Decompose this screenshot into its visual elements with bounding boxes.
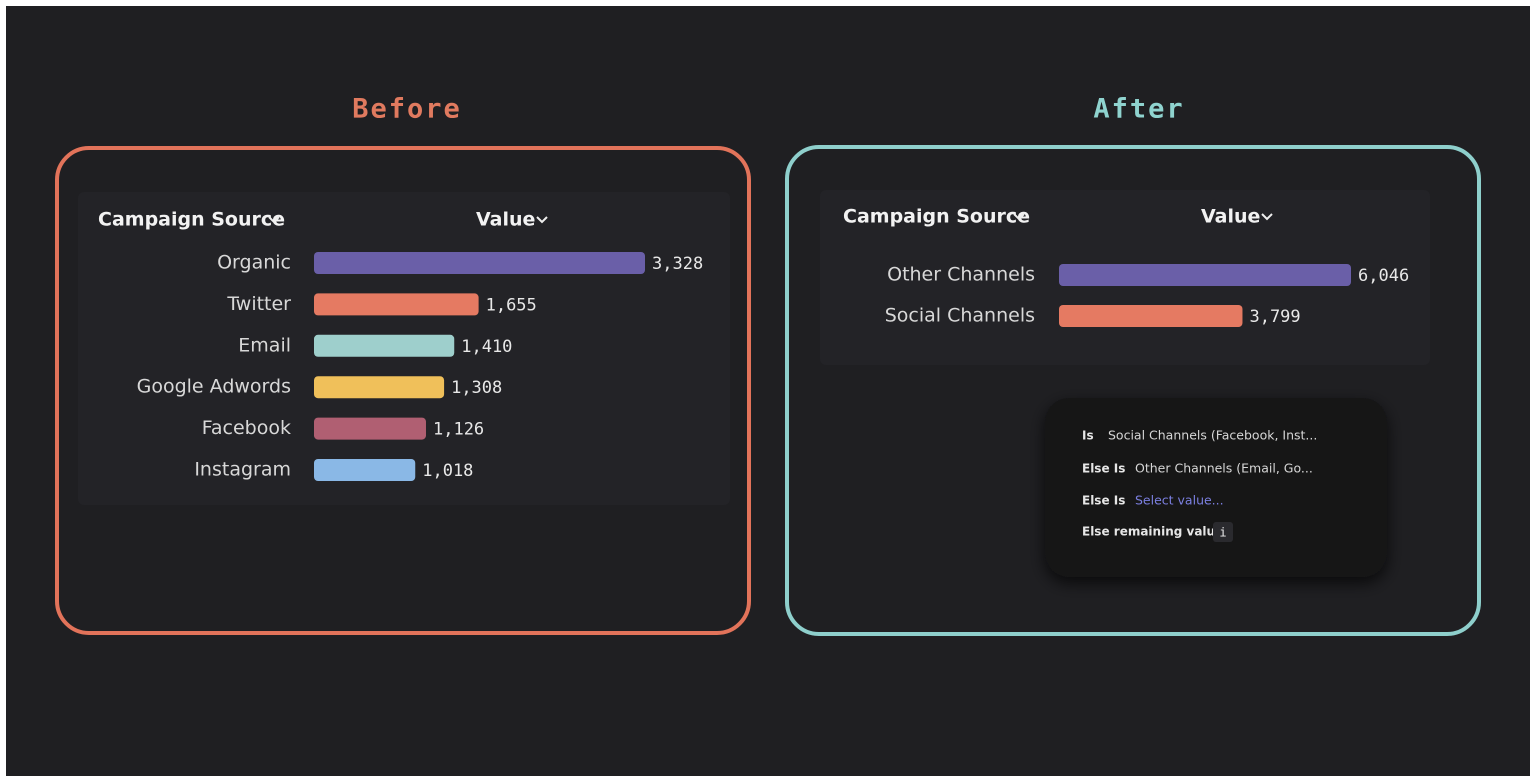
column-header[interactable]: Value [1201, 206, 1260, 228]
value-label: 3,799 [1249, 307, 1300, 327]
panel-title: After [1093, 94, 1184, 125]
bar [1059, 305, 1243, 327]
bar [314, 417, 426, 440]
value-label: 1,410 [461, 337, 512, 357]
bar [314, 334, 455, 357]
bar [314, 252, 645, 274]
value-label: 1,018 [422, 461, 473, 481]
category-label: Organic [217, 252, 291, 274]
panel-frame [55, 146, 751, 635]
menu-label: Else remaining values [1082, 525, 1230, 539]
menu-label: Else Is [1082, 462, 1125, 476]
chevron[interactable] [1261, 213, 1273, 221]
bar [314, 376, 445, 399]
chevron[interactable] [536, 216, 548, 224]
category-label: Social Channels [885, 305, 1035, 327]
info-icon[interactable]: i [1219, 526, 1226, 540]
column-header[interactable]: Campaign Source [843, 206, 1030, 228]
chevron[interactable] [1013, 213, 1025, 221]
menu-label: Is [1082, 429, 1094, 443]
value-label: 1,308 [451, 378, 502, 398]
value-label: 1,655 [486, 295, 537, 315]
category-label: Google Adwords [137, 376, 291, 398]
chevron[interactable] [268, 216, 280, 224]
category-label: Instagram [194, 459, 291, 481]
bar [314, 459, 416, 481]
value-label: 6,046 [1358, 266, 1409, 286]
menu-value[interactable]: Select value... [1135, 493, 1224, 508]
menu [1045, 398, 1387, 577]
menu-label: Else Is [1082, 494, 1125, 508]
value-label: 1,126 [433, 420, 484, 440]
panel-frame [785, 145, 1481, 636]
category-label: Twitter [226, 293, 291, 315]
category-label: Other Channels [887, 264, 1035, 286]
menu-value[interactable]: Other Channels (Email, Go... [1135, 461, 1313, 476]
panel-title: Before [352, 94, 462, 125]
menu-value[interactable]: Social Channels (Facebook, Inst... [1108, 428, 1317, 443]
info-badge[interactable] [1213, 522, 1233, 542]
value-label: 3,328 [652, 254, 703, 274]
column-header[interactable]: Campaign Source [98, 209, 285, 231]
bar [314, 293, 479, 316]
category-label: Email [238, 334, 291, 356]
category-label: Facebook [202, 417, 291, 439]
bar [1059, 264, 1351, 286]
column-header[interactable]: Value [476, 209, 535, 231]
